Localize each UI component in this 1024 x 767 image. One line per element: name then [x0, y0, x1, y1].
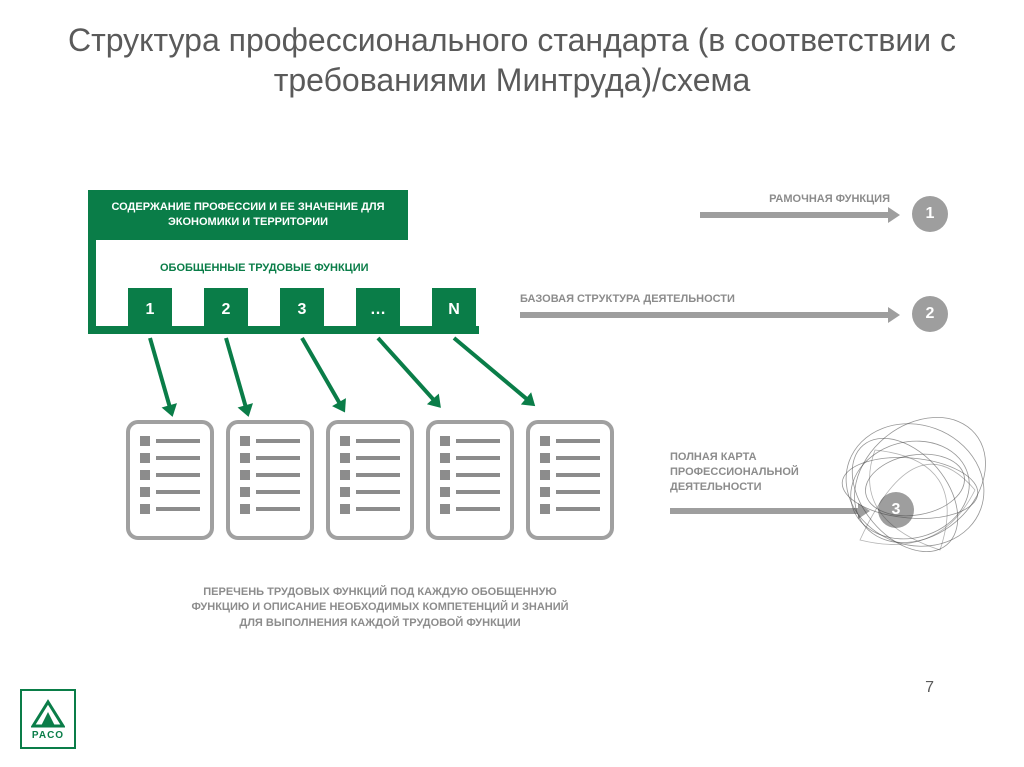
annotation-arrow-2 — [520, 312, 890, 318]
arrow-down-5 — [453, 336, 529, 401]
annotation-label-2: БАЗОВАЯ СТРУКТУРА ДЕЯТЕЛЬНОСТИ — [520, 292, 890, 307]
diagram-canvas: СОДЕРЖАНИЕ ПРОФЕССИИ И ЕЕ ЗНАЧЕНИЕ ДЛЯ Э… — [0, 0, 1024, 767]
doc-card-5 — [526, 420, 614, 540]
annotation-badge-1: 1 — [912, 196, 948, 232]
bracket-vertical — [88, 240, 96, 334]
paco-logo-icon — [31, 698, 65, 728]
arrow-down-2 — [224, 337, 248, 407]
annotation-arrow-1 — [700, 212, 890, 218]
function-box-2: 2 — [204, 288, 248, 332]
annotation-label-1: РАМОЧНАЯ ФУНКЦИЯ — [700, 192, 890, 207]
doc-card-4 — [426, 420, 514, 540]
function-box-1: 1 — [128, 288, 172, 332]
doc-card-2 — [226, 420, 314, 540]
function-box-3: 3 — [280, 288, 324, 332]
paco-logo-text: PACO — [32, 730, 64, 741]
page-number: 7 — [925, 679, 934, 697]
profession-content-box: СОДЕРЖАНИЕ ПРОФЕССИИ И ЕЕ ЗНАЧЕНИЕ ДЛЯ Э… — [88, 190, 408, 240]
generalized-functions-label: ОБОБЩЕННЫЕ ТРУДОВЫЕ ФУНКЦИИ — [160, 262, 369, 274]
function-box-ellipsis: … — [356, 288, 400, 332]
arrow-down-1 — [148, 337, 172, 407]
bottom-caption: ПЕРЕЧЕНЬ ТРУДОВЫХ ФУНКЦИЙ ПОД КАЖДУЮ ОБО… — [180, 585, 580, 631]
arrow-down-3 — [300, 337, 341, 405]
function-box-n: N — [432, 288, 476, 332]
decorative-swirl — [820, 400, 990, 570]
doc-card-3 — [326, 420, 414, 540]
arrow-down-4 — [377, 337, 436, 402]
annotation-badge-2: 2 — [912, 296, 948, 332]
profession-content-text: СОДЕРЖАНИЕ ПРОФЕССИИ И ЕЕ ЗНАЧЕНИЕ ДЛЯ Э… — [111, 201, 384, 228]
doc-card-1 — [126, 420, 214, 540]
paco-logo: PACO — [20, 689, 76, 749]
